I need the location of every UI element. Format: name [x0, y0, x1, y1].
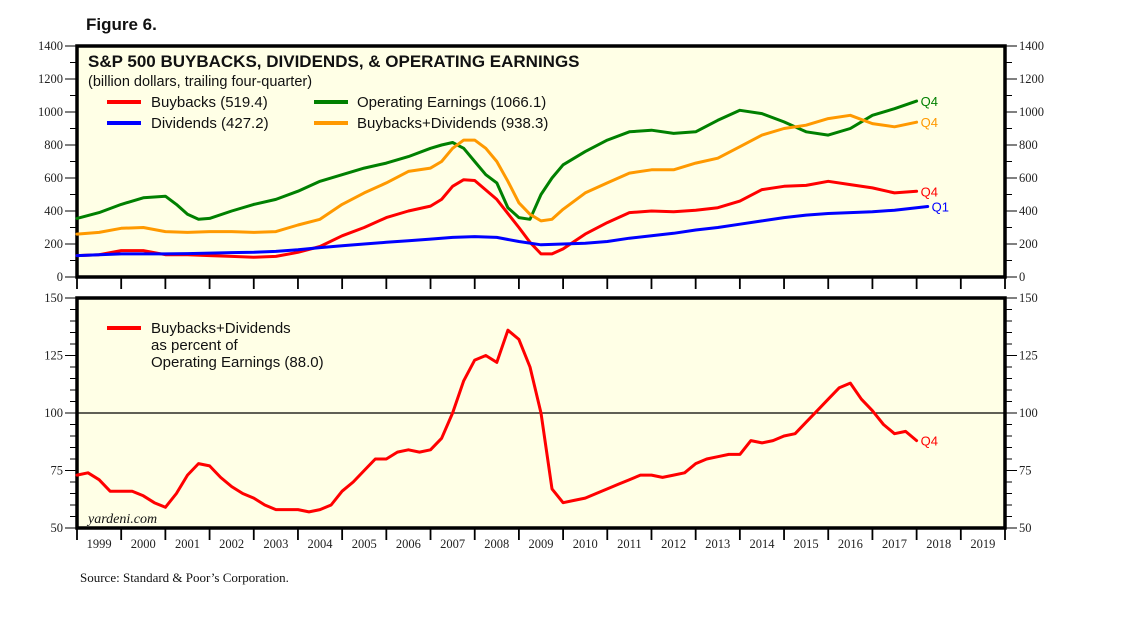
y-tick-label: 400 [44, 204, 63, 218]
bottom-x-ticks [76, 528, 1006, 540]
y-tick-label: 100 [44, 406, 63, 420]
x-tick-label: 2019 [970, 537, 995, 551]
series-line-buybacks-dividends-as-percent-of-operating-earnings [75, 328, 919, 514]
y-tick-label: 75 [51, 464, 64, 478]
x-axis-year-labels: 1999 2000 2001 2002 2003 2004 2005 2006 2007 2008… [87, 537, 996, 551]
source-note: Source: Standard & Poor’s Corporation. [80, 570, 289, 585]
x-tick-label: 2009 [529, 537, 554, 551]
x-tick-label: 2007 [440, 537, 465, 551]
series-end-label: Q4 [921, 184, 938, 199]
x-tick-label: 2011 [617, 537, 642, 551]
bottom-series-lines [75, 328, 919, 514]
y-tick-label: 150 [44, 291, 63, 305]
x-tick-label: 2015 [794, 537, 819, 551]
y-tick-label: 800 [1019, 138, 1038, 152]
y-tick-label: 600 [44, 171, 63, 185]
x-tick-label: 1999 [87, 537, 112, 551]
y-tick-label: 100 [1019, 406, 1038, 420]
y-tick-label: 200 [44, 237, 63, 251]
y-tick-label: 1000 [38, 105, 63, 119]
y-tick-label: 0 [57, 270, 63, 284]
x-tick-label: 2017 [882, 537, 907, 551]
series-line-buybacks-dividends [75, 113, 919, 236]
figure-label: Figure 6. [86, 15, 157, 34]
x-tick-label: 2013 [705, 537, 730, 551]
x-tick-label: 2018 [926, 537, 951, 551]
series-end-label: Q1 [932, 200, 949, 215]
legend-label-dividends: Dividends (427.2) [151, 115, 269, 132]
x-tick-label: 2006 [396, 537, 421, 551]
y-tick-label: 1400 [1019, 39, 1044, 53]
series-line-dividends [75, 205, 930, 258]
x-tick-label: 2001 [175, 537, 200, 551]
x-tick-label: 2000 [131, 537, 156, 551]
top-x-ticks [76, 277, 1006, 289]
y-tick-label: 400 [1019, 204, 1038, 218]
series-line-operating-earnings [75, 99, 919, 221]
legend-label-percent-line3: Operating Earnings (88.0) [151, 354, 324, 371]
y-tick-label: 125 [44, 349, 63, 363]
bottom-end-labels: Q4 [921, 434, 938, 449]
chart-title: S&P 500 BUYBACKS, DIVIDENDS, & OPERATING… [88, 52, 580, 71]
x-tick-label: 2004 [308, 537, 334, 551]
legend-label-buybacks-dividends: Buybacks+Dividends (938.3) [357, 115, 548, 132]
x-tick-label: 2003 [263, 537, 288, 551]
y-tick-label: 1000 [1019, 105, 1044, 119]
legend-label-percent-line1: Buybacks+Dividends [151, 320, 291, 337]
series-end-label: Q4 [921, 115, 938, 130]
y-tick-label: 800 [44, 138, 63, 152]
series-end-label: Q4 [921, 434, 938, 449]
watermark: yardeni.com [86, 512, 157, 527]
bottom-legend: Buybacks+Dividends as percent of Operati… [107, 320, 324, 371]
y-tick-label: 150 [1019, 291, 1038, 305]
top-y-axis-left: 0 200 400 600 800 1000 1200 1400 [38, 39, 77, 284]
top-y-axis-right: 0 200 400 600 800 1000 1200 1400 [1005, 39, 1044, 284]
y-tick-label: 1200 [1019, 72, 1044, 86]
x-tick-label: 2016 [838, 537, 863, 551]
y-tick-label: 600 [1019, 171, 1038, 185]
x-tick-label: 2008 [484, 537, 509, 551]
bottom-y-axis-right: 50 75 100 125 150 [1005, 291, 1038, 535]
bottom-y-axis-left: 50 75 100 125 150 [44, 291, 77, 535]
series-end-label: Q4 [921, 94, 938, 109]
y-tick-label: 125 [1019, 349, 1038, 363]
legend-label-percent-line2: as percent of [151, 337, 239, 354]
legend-label-buybacks: Buybacks (519.4) [151, 94, 268, 111]
y-tick-label: 75 [1019, 464, 1032, 478]
top-legend: Buybacks (519.4) Dividends (427.2) Opera… [107, 94, 548, 132]
y-tick-label: 50 [51, 521, 64, 535]
y-tick-label: 200 [1019, 237, 1038, 251]
x-tick-label: 2002 [219, 537, 244, 551]
x-tick-label: 2012 [661, 537, 686, 551]
x-tick-label: 2010 [573, 537, 598, 551]
top-series-lines [75, 99, 930, 259]
y-tick-label: 0 [1019, 270, 1025, 284]
y-tick-label: 50 [1019, 521, 1032, 535]
y-tick-label: 1400 [38, 39, 63, 53]
x-tick-label: 2005 [352, 537, 377, 551]
y-tick-label: 1200 [38, 72, 63, 86]
x-tick-label: 2014 [749, 537, 775, 551]
series-line-buybacks [75, 178, 919, 259]
chart-subtitle: (billion dollars, trailing four-quarter) [88, 74, 312, 90]
legend-label-operating-earnings: Operating Earnings (1066.1) [357, 94, 546, 111]
